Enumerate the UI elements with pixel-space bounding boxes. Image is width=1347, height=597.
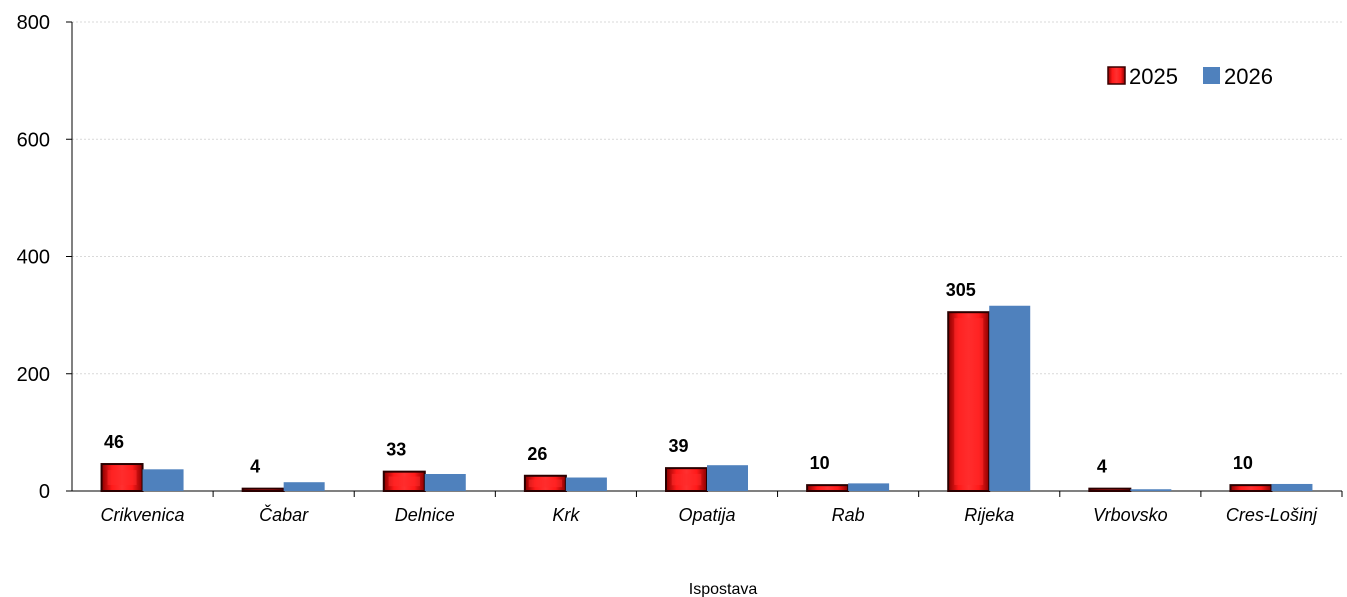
bar-2026-0 — [142, 469, 184, 491]
legend-label-2025: 2025 — [1129, 64, 1178, 89]
bar-2025-6 — [947, 311, 991, 492]
bar-2025-8 — [1229, 484, 1273, 493]
legend-swatch-2026 — [1203, 67, 1220, 84]
x-category-label: Delnice — [395, 505, 455, 525]
bar-2025-bevel — [671, 473, 702, 486]
bar-2026-3 — [565, 477, 607, 491]
bar-2026-4 — [707, 465, 748, 491]
bar-2025-body — [1229, 484, 1273, 493]
axes — [66, 21, 1343, 497]
x-category-label: Cres-Lošinj — [1226, 505, 1318, 525]
bar-2025-0 — [100, 463, 144, 493]
data-label-2025: 46 — [104, 432, 124, 452]
x-category-label: Opatija — [678, 505, 735, 525]
data-label-2025: 10 — [810, 453, 830, 473]
x-category-label: Rijeka — [964, 505, 1014, 525]
bar-2025-1 — [241, 487, 285, 492]
y-tick-label: 0 — [39, 481, 50, 503]
bar-2026-2 — [424, 473, 466, 491]
labels: 0 200 400 600 800 46 Crikvenica 4 Čabar 33 Delnice… — [17, 12, 1318, 525]
bar-2026-7 — [1130, 489, 1172, 491]
x-category-label: Rab — [832, 505, 865, 525]
bar-2025-body — [806, 484, 850, 493]
bar-2025-4 — [665, 467, 708, 493]
legend-swatch-2025 — [1107, 66, 1126, 85]
bar-2025-bevel — [388, 476, 420, 487]
bar-2025-bevel — [107, 470, 137, 485]
bars — [100, 305, 1313, 493]
x-category-label: Crikvenica — [101, 505, 185, 525]
bar-2026-8 — [1271, 483, 1313, 491]
y-tick-label: 400 — [17, 247, 50, 269]
bar-2026-6 — [989, 305, 1031, 491]
x-category-label: Krk — [552, 505, 580, 525]
data-label-2025: 33 — [386, 440, 406, 460]
data-label-2025: 305 — [946, 280, 976, 300]
bar-2025-body — [241, 487, 285, 492]
bar-2025-body — [1088, 487, 1132, 492]
data-label-2025: 26 — [527, 444, 547, 464]
x-axis-title: Ispostava — [689, 581, 758, 597]
y-tick-label: 600 — [17, 129, 50, 151]
y-tick-label: 800 — [17, 12, 50, 34]
bar-2025-7 — [1088, 487, 1132, 492]
x-category-label: Vrbovsko — [1093, 505, 1168, 525]
bar-2025-bevel — [528, 479, 563, 488]
bar-2025-5 — [806, 484, 850, 493]
legend-label-2026: 2026 — [1224, 64, 1273, 89]
bar-2026-5 — [848, 483, 890, 491]
bar-2025-2 — [382, 470, 426, 492]
data-label-2025: 4 — [1097, 457, 1107, 477]
x-category-label: Čabar — [259, 504, 309, 525]
legend: 2025 2026 — [1107, 64, 1273, 89]
data-label-2025: 4 — [250, 457, 260, 477]
y-tick-label: 200 — [17, 364, 50, 386]
bar-2025-bevel — [954, 318, 984, 485]
bar-2025-3 — [523, 474, 567, 493]
bar-2026-1 — [283, 482, 325, 491]
data-label-2025: 39 — [668, 436, 688, 456]
data-label-2025: 10 — [1233, 453, 1253, 473]
